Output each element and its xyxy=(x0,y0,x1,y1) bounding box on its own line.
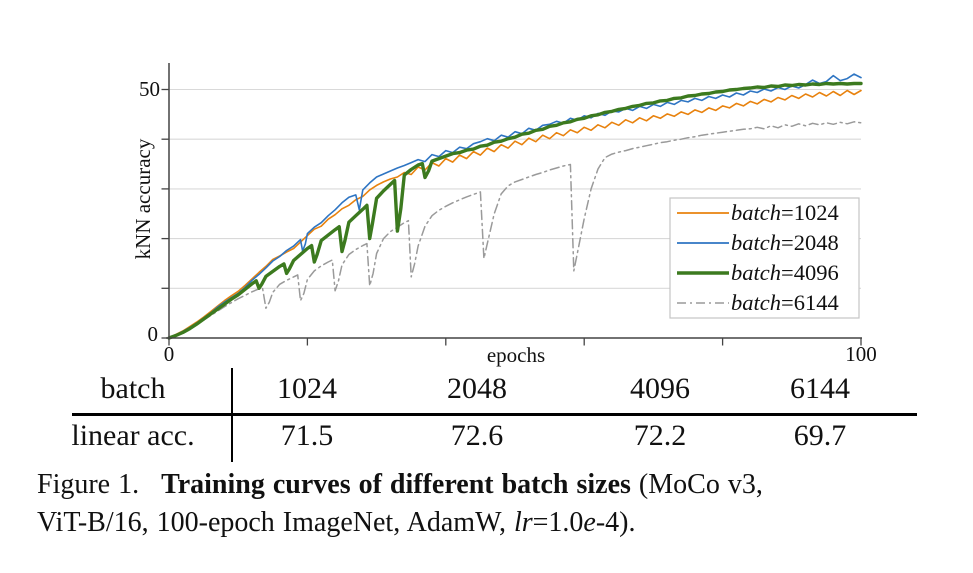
table-col-4096: 4096 xyxy=(630,372,690,405)
legend-box xyxy=(669,197,860,319)
y-tick-label-50: 50 xyxy=(139,77,160,101)
table-divider-horizontal xyxy=(72,413,917,417)
table-col-2048: 2048 xyxy=(447,372,507,405)
axis-ticks xyxy=(161,88,862,346)
caption-italic-lr: lr xyxy=(513,507,533,538)
table-col-1024: 1024 xyxy=(277,372,337,405)
caption-line2: ViT-B/16, 100-epoch ImageNet, AdamW, xyxy=(37,507,514,538)
table-row-label-linear-acc: linear acc. xyxy=(71,419,195,452)
figure-label: Figure 1. xyxy=(37,469,140,500)
caption-mid: =1.0 xyxy=(532,507,584,538)
curve-batch-4096 xyxy=(167,81,863,340)
legend-label-batch-2048: batch=2048 xyxy=(731,230,839,255)
training-curves-chart: 50 0 0 100 epochs kNN accuracy batch=102… xyxy=(131,63,877,367)
curve-series xyxy=(167,73,863,340)
caption-italic-e: e xyxy=(583,507,596,538)
caption-bold-text: Training curves of different batch sizes xyxy=(161,469,631,500)
y-axis-title: kNN accuracy xyxy=(131,138,155,259)
y-tick-label-0: 0 xyxy=(148,322,159,346)
legend: batch=1024 batch=2048 batch=4096 batch=6… xyxy=(669,197,860,319)
legend-label-batch-1024: batch=1024 xyxy=(731,200,839,225)
table-divider-vertical xyxy=(231,368,233,462)
caption-end: -4). xyxy=(595,507,636,538)
x-axis-title: epochs xyxy=(487,343,545,367)
x-tick-label-0: 0 xyxy=(164,342,175,366)
figure-caption: Figure 1. Training curves of different ba… xyxy=(37,466,949,542)
table-header-batch: batch xyxy=(100,372,166,405)
curve-batch-2048 xyxy=(168,73,862,339)
legend-label-batch-4096: batch=4096 xyxy=(731,260,839,285)
table-value-6144: 69.7 xyxy=(793,419,847,452)
legend-label-batch-6144: batch=6144 xyxy=(731,290,839,315)
table-value-1024: 71.5 xyxy=(280,419,334,452)
table-col-6144: 6144 xyxy=(790,372,850,405)
caption-rest-line1: (MoCo v3, xyxy=(630,469,763,500)
curve-batch-6144 xyxy=(168,121,862,339)
table-value-2048: 72.6 xyxy=(450,419,504,452)
table-value-4096: 72.2 xyxy=(633,419,687,452)
x-tick-label-100: 100 xyxy=(845,342,877,366)
